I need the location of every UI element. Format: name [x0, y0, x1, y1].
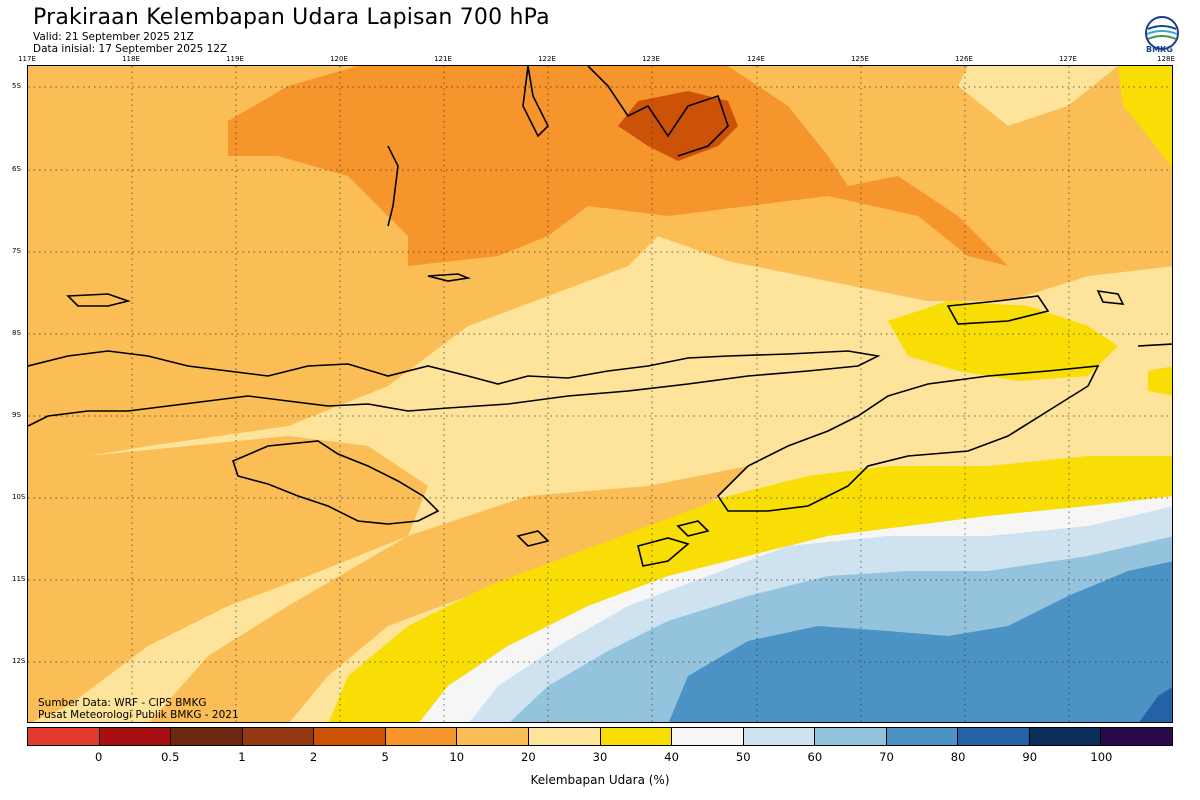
raijua-island [637, 537, 690, 567]
colorbar-swatch [528, 728, 601, 745]
humidity-90-100-region [1139, 687, 1172, 722]
colorbar-swatch [99, 728, 172, 745]
lat-label-12s: 12S [12, 657, 26, 665]
data-source: Sumber Data: WRF - CIPS BMKG [38, 697, 207, 709]
colorbar-tick-label: 0 [94, 750, 103, 764]
lon-label-121e: 121E [434, 55, 452, 63]
coastlines [28, 66, 1172, 567]
sulawesi-south-coast [387, 145, 399, 227]
sumbawa-lombok-coast [28, 350, 881, 427]
initial-data-time: Data inisial: 17 September 2025 12Z [33, 43, 228, 55]
lon-label-125e: 125E [851, 55, 869, 63]
colorbar-tick-label: 40 [664, 750, 679, 764]
lon-label-118e: 118E [122, 55, 140, 63]
colorbar-tick-label: 70 [879, 750, 894, 764]
lon-label-124e: 124E [747, 55, 765, 63]
kalao-island [427, 273, 472, 282]
colorbar-label: Kelembapan Udara (%) [530, 773, 670, 787]
colorbar-swatch [600, 728, 673, 745]
alor-coast [1137, 343, 1172, 347]
colorbar-tick-label: 60 [807, 750, 823, 764]
colorbar-tick-label: 20 [521, 750, 536, 764]
colorbar-tick-label: 30 [592, 750, 608, 764]
lon-label-126e: 126E [955, 55, 973, 63]
colorbar-swatch [385, 728, 458, 745]
humidity-80-90-region [668, 561, 1172, 722]
sumba-coast [232, 440, 440, 525]
humidity-map [27, 65, 1173, 723]
sawu-island [516, 530, 550, 547]
lon-label-119e: 119E [226, 55, 244, 63]
valid-time: Valid: 21 September 2025 21Z [33, 31, 194, 43]
lon-label-123e: 123E [642, 55, 660, 63]
lon-label-120e: 120E [330, 55, 348, 63]
lon-label-127e: 127E [1059, 55, 1077, 63]
colorbar-swatch [886, 728, 959, 745]
colorbar-swatch [314, 728, 386, 745]
colorbar-tick-label: 100 [1090, 750, 1113, 764]
selayar-island [522, 66, 549, 138]
colorbar-tick-label: 5 [381, 750, 389, 764]
lon-label-117e: 117E [18, 55, 36, 63]
publisher: Pusat Meteorologi Publik BMKG - 2021 [38, 709, 239, 721]
buton-coast [587, 66, 729, 157]
kisar-island [1096, 289, 1125, 305]
colorbar-swatch [672, 728, 744, 745]
colorbar-swatch [1029, 728, 1102, 745]
colorbar-tick-label: 2 [309, 750, 318, 764]
colorbar-swatch [958, 728, 1030, 745]
logo-text: BMKG [1146, 45, 1173, 54]
colorbar-tick-label: 0.5 [161, 750, 180, 764]
lat-label-11s: 11S [12, 575, 26, 583]
colorbar-swatch [28, 728, 100, 745]
colorbar-swatch [457, 728, 529, 745]
colorbar-swatch [743, 728, 816, 745]
lat-label-8s: 8S [12, 329, 21, 337]
colorbar-tick-label: 10 [449, 750, 465, 764]
colorbar-swatch [815, 728, 887, 745]
colorbar-tick-label: 90 [1022, 750, 1038, 764]
lat-label-7s: 7S [12, 247, 21, 255]
colorbar-tick-label: 80 [950, 750, 966, 764]
flores-north-islets [66, 293, 131, 307]
bmkg-logo-icon [1145, 16, 1179, 50]
lat-label-9s: 9S [12, 411, 21, 419]
lat-label-10s: 10S [12, 493, 26, 501]
rote-island [676, 520, 710, 537]
graticule [28, 66, 1172, 722]
lat-label-5s: 5S [12, 82, 21, 90]
map-title: Prakiraan Kelembapan Udara Lapisan 700 h… [33, 5, 550, 30]
colorbar-tick-label: 1 [238, 750, 246, 764]
colorbar-swatch [171, 728, 243, 745]
lon-label-128e: 128E [1157, 55, 1175, 63]
colorbar-swatch [242, 728, 315, 745]
colorbar [27, 727, 1173, 746]
colorbar-tick-label: 50 [735, 750, 751, 764]
colorbar-swatch [1101, 728, 1172, 745]
timor-coast [716, 365, 1100, 512]
lat-label-6s: 6S [12, 165, 21, 173]
lon-label-122e: 122E [538, 55, 556, 63]
wetar-island [946, 295, 1050, 325]
humidity-40-50-region [328, 456, 1172, 722]
